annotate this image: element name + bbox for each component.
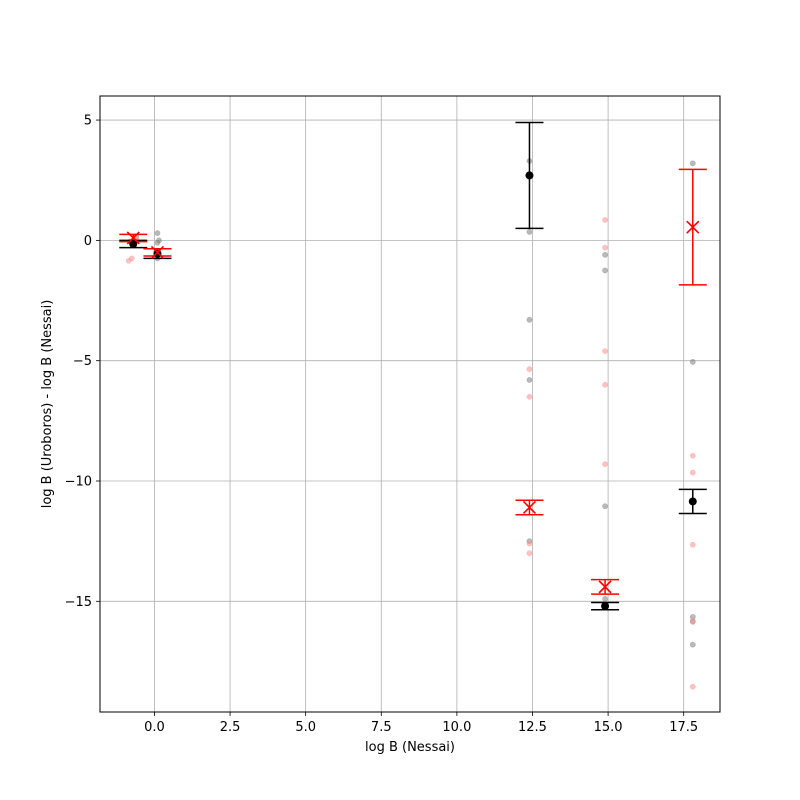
raw-point xyxy=(689,541,696,548)
raw-point xyxy=(689,359,696,365)
mean-marker-x xyxy=(126,231,140,245)
raw-point xyxy=(602,251,608,258)
y-tick-label: −5 xyxy=(73,354,92,369)
raw-point xyxy=(602,381,608,388)
x-tick-label: 12.5 xyxy=(518,720,547,735)
error-bars xyxy=(119,121,707,611)
raw-point xyxy=(602,461,608,468)
mean-marker-dot xyxy=(688,497,697,506)
raw-point xyxy=(526,550,533,557)
raw-point xyxy=(526,540,533,547)
mean-marker-dot xyxy=(525,171,534,180)
raw-point xyxy=(689,617,696,624)
raw-point xyxy=(689,683,696,690)
raw-point xyxy=(526,229,533,235)
raw-point xyxy=(689,160,696,167)
raw-point xyxy=(689,469,696,476)
raw-point xyxy=(154,239,161,246)
mean-marker-x xyxy=(686,220,700,234)
y-tick-label: 0 xyxy=(84,234,92,249)
mean-marker-dot xyxy=(601,602,610,611)
x-tick-label: 17.5 xyxy=(669,720,698,735)
x-axis-label: log B (Nessai) xyxy=(365,740,455,755)
raw-point xyxy=(602,596,608,602)
x-tick-label: 0.0 xyxy=(144,720,165,735)
x-tick-label: 2.5 xyxy=(220,720,241,735)
raw-point xyxy=(602,503,608,510)
mean-marker-x xyxy=(598,580,612,594)
mean-markers xyxy=(126,171,700,611)
raw-point xyxy=(602,267,608,274)
raw-point xyxy=(602,244,608,251)
y-tick-label: −10 xyxy=(65,475,92,490)
y-axis-ticks: 5 0 −5 −10 −15 xyxy=(65,114,100,610)
mean-marker-dot xyxy=(129,239,138,248)
raw-point xyxy=(526,316,533,323)
raw-point xyxy=(526,393,533,400)
raw-point xyxy=(154,230,161,237)
raw-point xyxy=(526,366,533,372)
axes-frame xyxy=(99,95,721,713)
x-tick-label: 7.5 xyxy=(371,720,392,735)
mean-marker-x xyxy=(150,245,165,259)
x-tick-label: 5.0 xyxy=(295,720,316,735)
raw-point xyxy=(526,377,533,383)
raw-point xyxy=(602,348,608,354)
y-axis-label: log B (Uroboros) - log B (Nessai) xyxy=(40,300,55,509)
x-tick-label: 10.0 xyxy=(442,720,471,735)
raw-points xyxy=(125,158,696,690)
x-tick-label: 15.0 xyxy=(594,720,623,735)
raw-point xyxy=(602,217,608,223)
raw-point xyxy=(689,452,696,459)
mean-marker-dot xyxy=(153,249,162,258)
raw-point xyxy=(689,641,696,648)
y-tick-label: −15 xyxy=(65,595,92,610)
grid-lines xyxy=(100,96,720,712)
raw-point xyxy=(125,257,132,264)
y-tick-label: 5 xyxy=(84,114,92,129)
x-axis-ticks: 0.0 2.5 5.0 7.5 10.0 12.5 15.0 17.5 xyxy=(144,712,698,735)
mean-marker-x xyxy=(522,500,537,515)
